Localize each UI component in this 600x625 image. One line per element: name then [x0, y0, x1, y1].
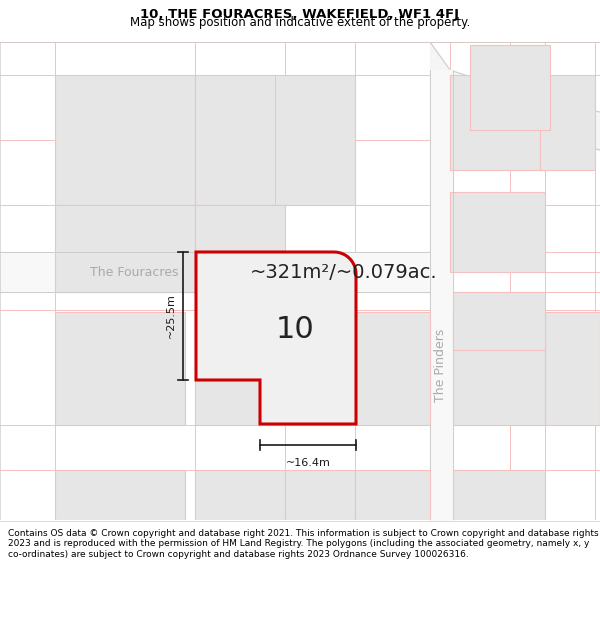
Bar [195, 470, 285, 520]
Bar [355, 470, 430, 520]
Text: Contains OS data © Crown copyright and database right 2021. This information is : Contains OS data © Crown copyright and d… [8, 529, 599, 559]
Text: The Fouracres: The Fouracres [90, 266, 179, 279]
Bar [540, 75, 595, 170]
Bar [195, 312, 430, 425]
Bar [453, 470, 545, 520]
Polygon shape [196, 252, 356, 424]
Bar [55, 470, 185, 520]
Bar [195, 75, 355, 205]
Bar [453, 312, 545, 425]
Bar [545, 312, 600, 425]
Bar [195, 205, 285, 272]
Text: 10: 10 [275, 316, 314, 344]
Bar [55, 312, 185, 425]
Bar [450, 75, 545, 170]
Text: ~16.4m: ~16.4m [286, 458, 331, 468]
Text: 10, THE FOURACRES, WAKEFIELD, WF1 4FJ: 10, THE FOURACRES, WAKEFIELD, WF1 4FJ [140, 8, 460, 21]
Bar [450, 192, 545, 272]
Bar [55, 75, 195, 205]
Text: The Pinders: The Pinders [434, 328, 448, 402]
Bar [55, 205, 195, 292]
Bar [470, 45, 550, 130]
Bar [285, 470, 355, 520]
Text: Map shows position and indicative extent of the property.: Map shows position and indicative extent… [130, 16, 470, 29]
Text: ~321m²/~0.079ac.: ~321m²/~0.079ac. [250, 262, 437, 281]
Text: ~25.5m: ~25.5m [166, 294, 176, 339]
Bar [453, 292, 545, 350]
